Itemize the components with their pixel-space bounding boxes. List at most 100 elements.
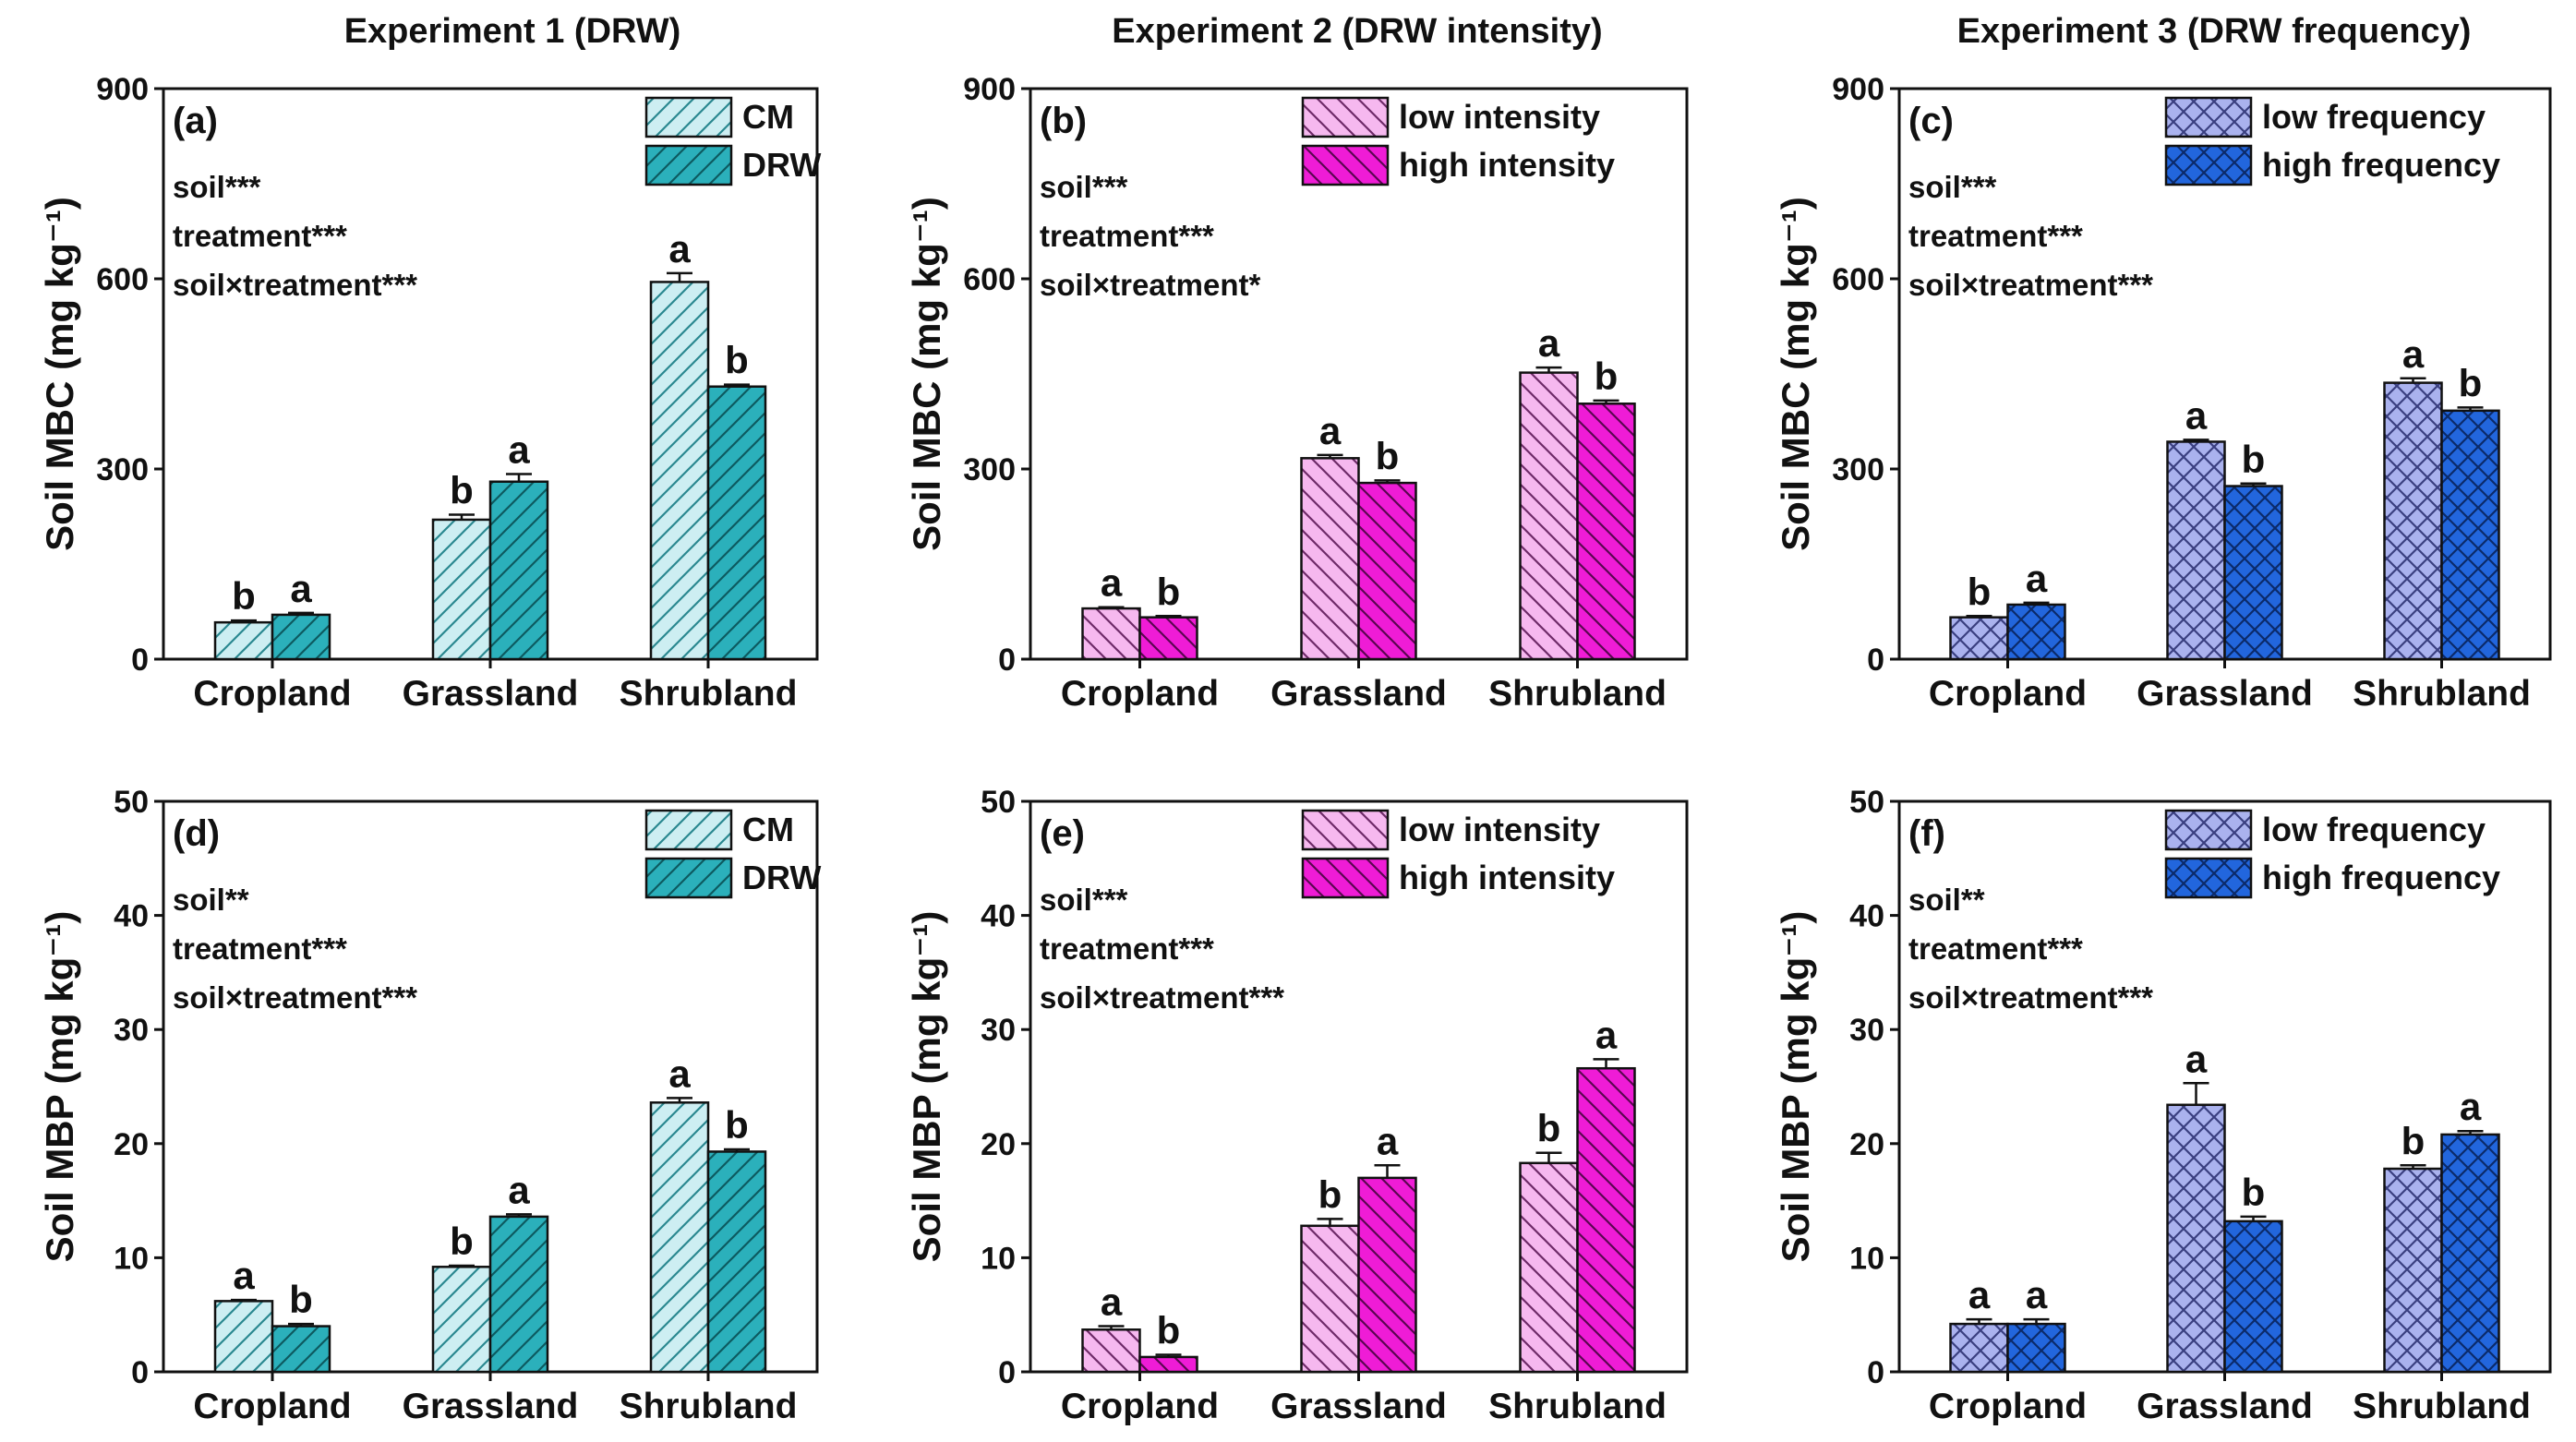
significance-letter: a bbox=[1377, 1119, 1399, 1162]
y-tick-label: 50 bbox=[114, 785, 149, 820]
significance-letter: b bbox=[1157, 570, 1181, 613]
stat-line: soil×treatment*** bbox=[1908, 980, 2153, 1015]
legend-swatch bbox=[1301, 96, 1390, 138]
significance-letter: a bbox=[2026, 1273, 2048, 1316]
y-tick-label: 0 bbox=[998, 643, 1016, 678]
category-label: Grassland bbox=[1270, 1387, 1447, 1426]
bar-cm bbox=[213, 1300, 274, 1374]
category-label: Shrubland bbox=[2353, 674, 2531, 714]
significance-letter: a bbox=[668, 1051, 691, 1095]
bar-drw bbox=[488, 1215, 549, 1374]
y-tick-label: 20 bbox=[981, 1127, 1016, 1162]
panel-label: (e) bbox=[1040, 813, 1085, 854]
legend-swatch bbox=[2164, 144, 2253, 186]
significance-letter: b bbox=[450, 1220, 474, 1263]
y-tick-label: 0 bbox=[131, 643, 149, 678]
legend-label: low intensity bbox=[1399, 811, 1600, 848]
y-tick-label: 10 bbox=[1849, 1241, 1884, 1276]
significance-letter: b bbox=[1595, 354, 1619, 398]
y-tick-label: 10 bbox=[114, 1241, 149, 1276]
significance-letter: a bbox=[1101, 1280, 1123, 1324]
legend-swatch bbox=[644, 96, 733, 138]
y-tick-label: 300 bbox=[1832, 452, 1884, 487]
bar-high-frequency bbox=[2440, 409, 2500, 661]
stat-line: soil×treatment*** bbox=[173, 268, 417, 302]
significance-letter: b bbox=[1318, 1172, 1342, 1216]
significance-letter: a bbox=[233, 1254, 255, 1297]
stat-line: treatment*** bbox=[173, 931, 347, 966]
y-tick-label: 50 bbox=[981, 785, 1016, 820]
y-tick-label: 0 bbox=[998, 1355, 1016, 1390]
y-tick-label: 20 bbox=[114, 1127, 149, 1162]
bar-high-intensity bbox=[1576, 1066, 1636, 1374]
y-axis-label: Soil MBC (mg kg⁻¹) bbox=[38, 197, 81, 551]
legend-label: high frequency bbox=[2262, 146, 2500, 184]
significance-letter: a bbox=[1538, 321, 1560, 365]
panel-label: (c) bbox=[1908, 101, 1954, 141]
significance-letter: a bbox=[2026, 557, 2048, 600]
bar-high-intensity bbox=[1357, 1176, 1417, 1374]
stat-line: soil×treatment* bbox=[1040, 268, 1260, 302]
y-tick-label: 50 bbox=[1849, 785, 1884, 820]
legend-swatch bbox=[1301, 809, 1390, 851]
legend: low intensity high intensity bbox=[1301, 96, 1615, 186]
bar-high-intensity bbox=[1138, 616, 1198, 661]
y-tick-label: 30 bbox=[114, 1013, 149, 1048]
panel-label: (a) bbox=[173, 101, 218, 141]
significance-letter: b bbox=[1537, 1107, 1561, 1150]
stat-line: treatment*** bbox=[1040, 931, 1214, 966]
y-tick-label: 900 bbox=[963, 72, 1016, 107]
stat-line: treatment*** bbox=[1908, 931, 2083, 966]
y-axis-label: Soil MBC (mg kg⁻¹) bbox=[1774, 197, 1817, 551]
legend-label: DRW bbox=[742, 859, 821, 896]
column-titles: Experiment 1 (DRW) Experiment 2 (DRW int… bbox=[344, 12, 2472, 51]
y-tick-label: 300 bbox=[96, 452, 149, 487]
legend-label: low frequency bbox=[2262, 98, 2486, 136]
significance-letter: b bbox=[725, 339, 749, 382]
stat-line: soil** bbox=[173, 883, 249, 917]
legend-swatch bbox=[1301, 144, 1390, 186]
bar-high-intensity bbox=[1576, 403, 1636, 661]
category-label: Shrubland bbox=[620, 674, 798, 714]
bar-high-frequency bbox=[2223, 485, 2283, 661]
bar-low-intensity bbox=[1300, 1224, 1360, 1374]
legend: low frequency high frequency bbox=[2164, 809, 2500, 899]
stat-line: soil*** bbox=[1908, 170, 1997, 204]
y-tick-label: 20 bbox=[1849, 1127, 1884, 1162]
significance-letter: a bbox=[1319, 409, 1342, 452]
legend-swatch bbox=[2164, 857, 2253, 899]
bar-high-frequency bbox=[2440, 1133, 2500, 1374]
y-tick-label: 0 bbox=[1867, 643, 1884, 678]
significance-letter: b bbox=[725, 1103, 749, 1147]
y-axis-label: Soil MBP (mg kg⁻¹) bbox=[38, 911, 81, 1263]
bar-low-intensity bbox=[1081, 607, 1141, 661]
panel-label: (d) bbox=[173, 813, 220, 854]
category-label: Shrubland bbox=[1488, 674, 1667, 714]
stat-line: treatment*** bbox=[1040, 219, 1214, 253]
y-tick-label: 600 bbox=[963, 262, 1016, 297]
bar-cm bbox=[431, 1266, 492, 1374]
bar-low-frequency bbox=[1949, 616, 2009, 661]
legend-swatch bbox=[1301, 857, 1390, 899]
y-tick-label: 900 bbox=[1832, 72, 1884, 107]
bar-low-frequency bbox=[2383, 1167, 2443, 1374]
significance-letter: a bbox=[2185, 393, 2208, 437]
significance-letter: b bbox=[289, 1278, 313, 1321]
legend-label: high intensity bbox=[1399, 146, 1615, 184]
panel-label: (b) bbox=[1040, 101, 1087, 141]
bar-drw bbox=[271, 1325, 331, 1374]
y-tick-label: 40 bbox=[1849, 899, 1884, 934]
legend-label: low frequency bbox=[2262, 811, 2486, 848]
significance-letter: a bbox=[290, 567, 312, 610]
significance-letter: b bbox=[2459, 361, 2483, 404]
bar-drw bbox=[271, 613, 331, 661]
significance-letter: a bbox=[2402, 332, 2425, 376]
bar-low-intensity bbox=[1081, 1328, 1141, 1374]
legend-swatch bbox=[2164, 809, 2253, 851]
category-label: Shrubland bbox=[620, 1387, 798, 1426]
legend-swatch bbox=[644, 144, 733, 186]
